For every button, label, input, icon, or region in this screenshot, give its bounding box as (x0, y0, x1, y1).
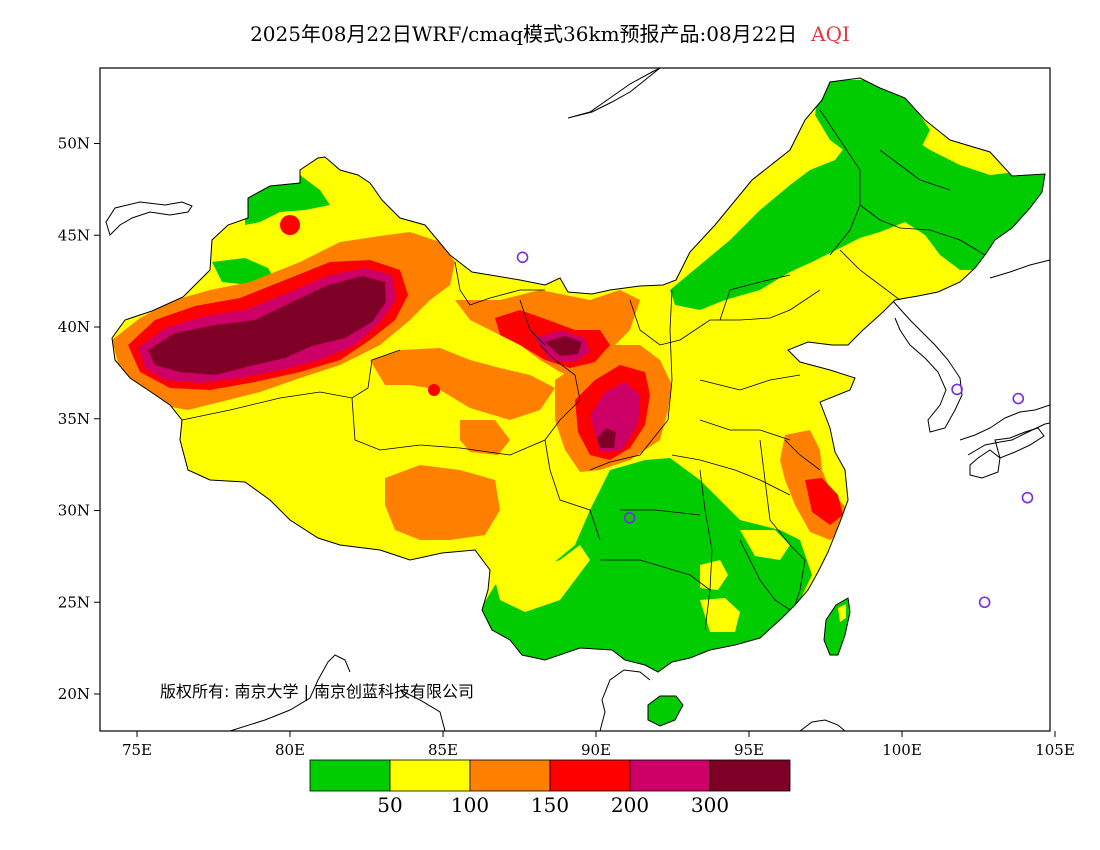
china-border (111, 77, 1046, 673)
station-marker (978, 596, 991, 609)
legend-swatch (709, 759, 791, 792)
station-marker (623, 512, 636, 524)
red-spot-north-xinjiang (280, 215, 300, 235)
yellow-south-patch-3 (740, 530, 790, 560)
station-marker (1090, 350, 1100, 360)
maroon-taklimakan (148, 276, 386, 375)
aqi-field (112, 78, 1045, 672)
y-tick-label: 25N (58, 593, 90, 611)
x-tick-label: 100E (882, 741, 922, 759)
x-tick-label: 75E (122, 741, 152, 759)
x-tick-label: 90E (581, 741, 611, 759)
station-marker (1021, 491, 1034, 504)
taiwan-island (823, 597, 851, 656)
red-ytd (805, 478, 843, 525)
green-north-nm (815, 80, 930, 160)
red-spot-qinghai (428, 384, 440, 396)
neighbor-coastlines (105, 68, 1050, 731)
x-tick-label: 80E (275, 741, 305, 759)
legend-swatch (549, 759, 631, 792)
green-northeast (670, 130, 1045, 310)
y-tick-label: 30N (58, 502, 90, 520)
hainan-island (647, 695, 684, 727)
y-tick-label: 40N (58, 318, 90, 336)
station-marker (1012, 392, 1025, 405)
legend-label: 100 (451, 793, 489, 817)
orange-tibet-2 (460, 420, 510, 455)
legend-label: 300 (691, 793, 729, 817)
y-tick-label: 45N (58, 226, 90, 244)
map-title: 2025年08月22日WRF/cmaq模式36km预报产品:08月22日 AQI (0, 18, 1100, 47)
orange-qinghai (370, 348, 555, 420)
taiwan-yellow (838, 604, 846, 622)
copyright-text: 版权所有: 南京大学 | 南京创蓝科技有限公司 (160, 682, 474, 701)
aqi-legend: 50 100 150 200 300 (309, 759, 791, 817)
map-frame (99, 67, 1051, 732)
yellow-south-patch-2 (700, 598, 740, 632)
variable-label: AQI (811, 22, 850, 46)
legend-label: 50 (377, 793, 402, 817)
station-marker (1096, 513, 1100, 523)
green-west-2 (212, 258, 275, 285)
orange-tibet (385, 465, 500, 540)
legend-swatch (469, 759, 551, 792)
y-tick-label: 20N (58, 685, 90, 703)
maroon-hexi (545, 336, 582, 356)
legend-swatch (309, 759, 391, 792)
map-canvas: 版权所有: 南京大学 | 南京创蓝科技有限公司 (105, 68, 1100, 731)
legend-label: 150 (531, 793, 569, 817)
station-markers (516, 251, 1100, 609)
x-tick-label: 95E (734, 741, 764, 759)
y-axis: 20N 25N 30N 35N 40N 45N 50N (58, 135, 100, 703)
legend-swatch (629, 759, 711, 792)
station-marker (951, 383, 963, 396)
legend-label: 200 (611, 793, 649, 817)
maroon-sichuan (597, 428, 616, 448)
title-text: 2025年08月22日WRF/cmaq模式36km预报产品:08月22日 (250, 22, 798, 46)
x-axis: 75E80E85E90E95E100E105E110E115E120E125E1… (122, 731, 1075, 759)
legend-swatch (389, 759, 471, 792)
province-boundaries (181, 109, 986, 631)
yellow-south-patch-1 (700, 560, 728, 590)
y-tick-label: 50N (58, 135, 90, 153)
yellow-southwest (495, 545, 590, 612)
y-tick-label: 35N (58, 410, 90, 428)
station-marker (516, 251, 529, 264)
x-tick-label: 85E (428, 741, 458, 759)
x-tick-label: 105E (1035, 741, 1075, 759)
